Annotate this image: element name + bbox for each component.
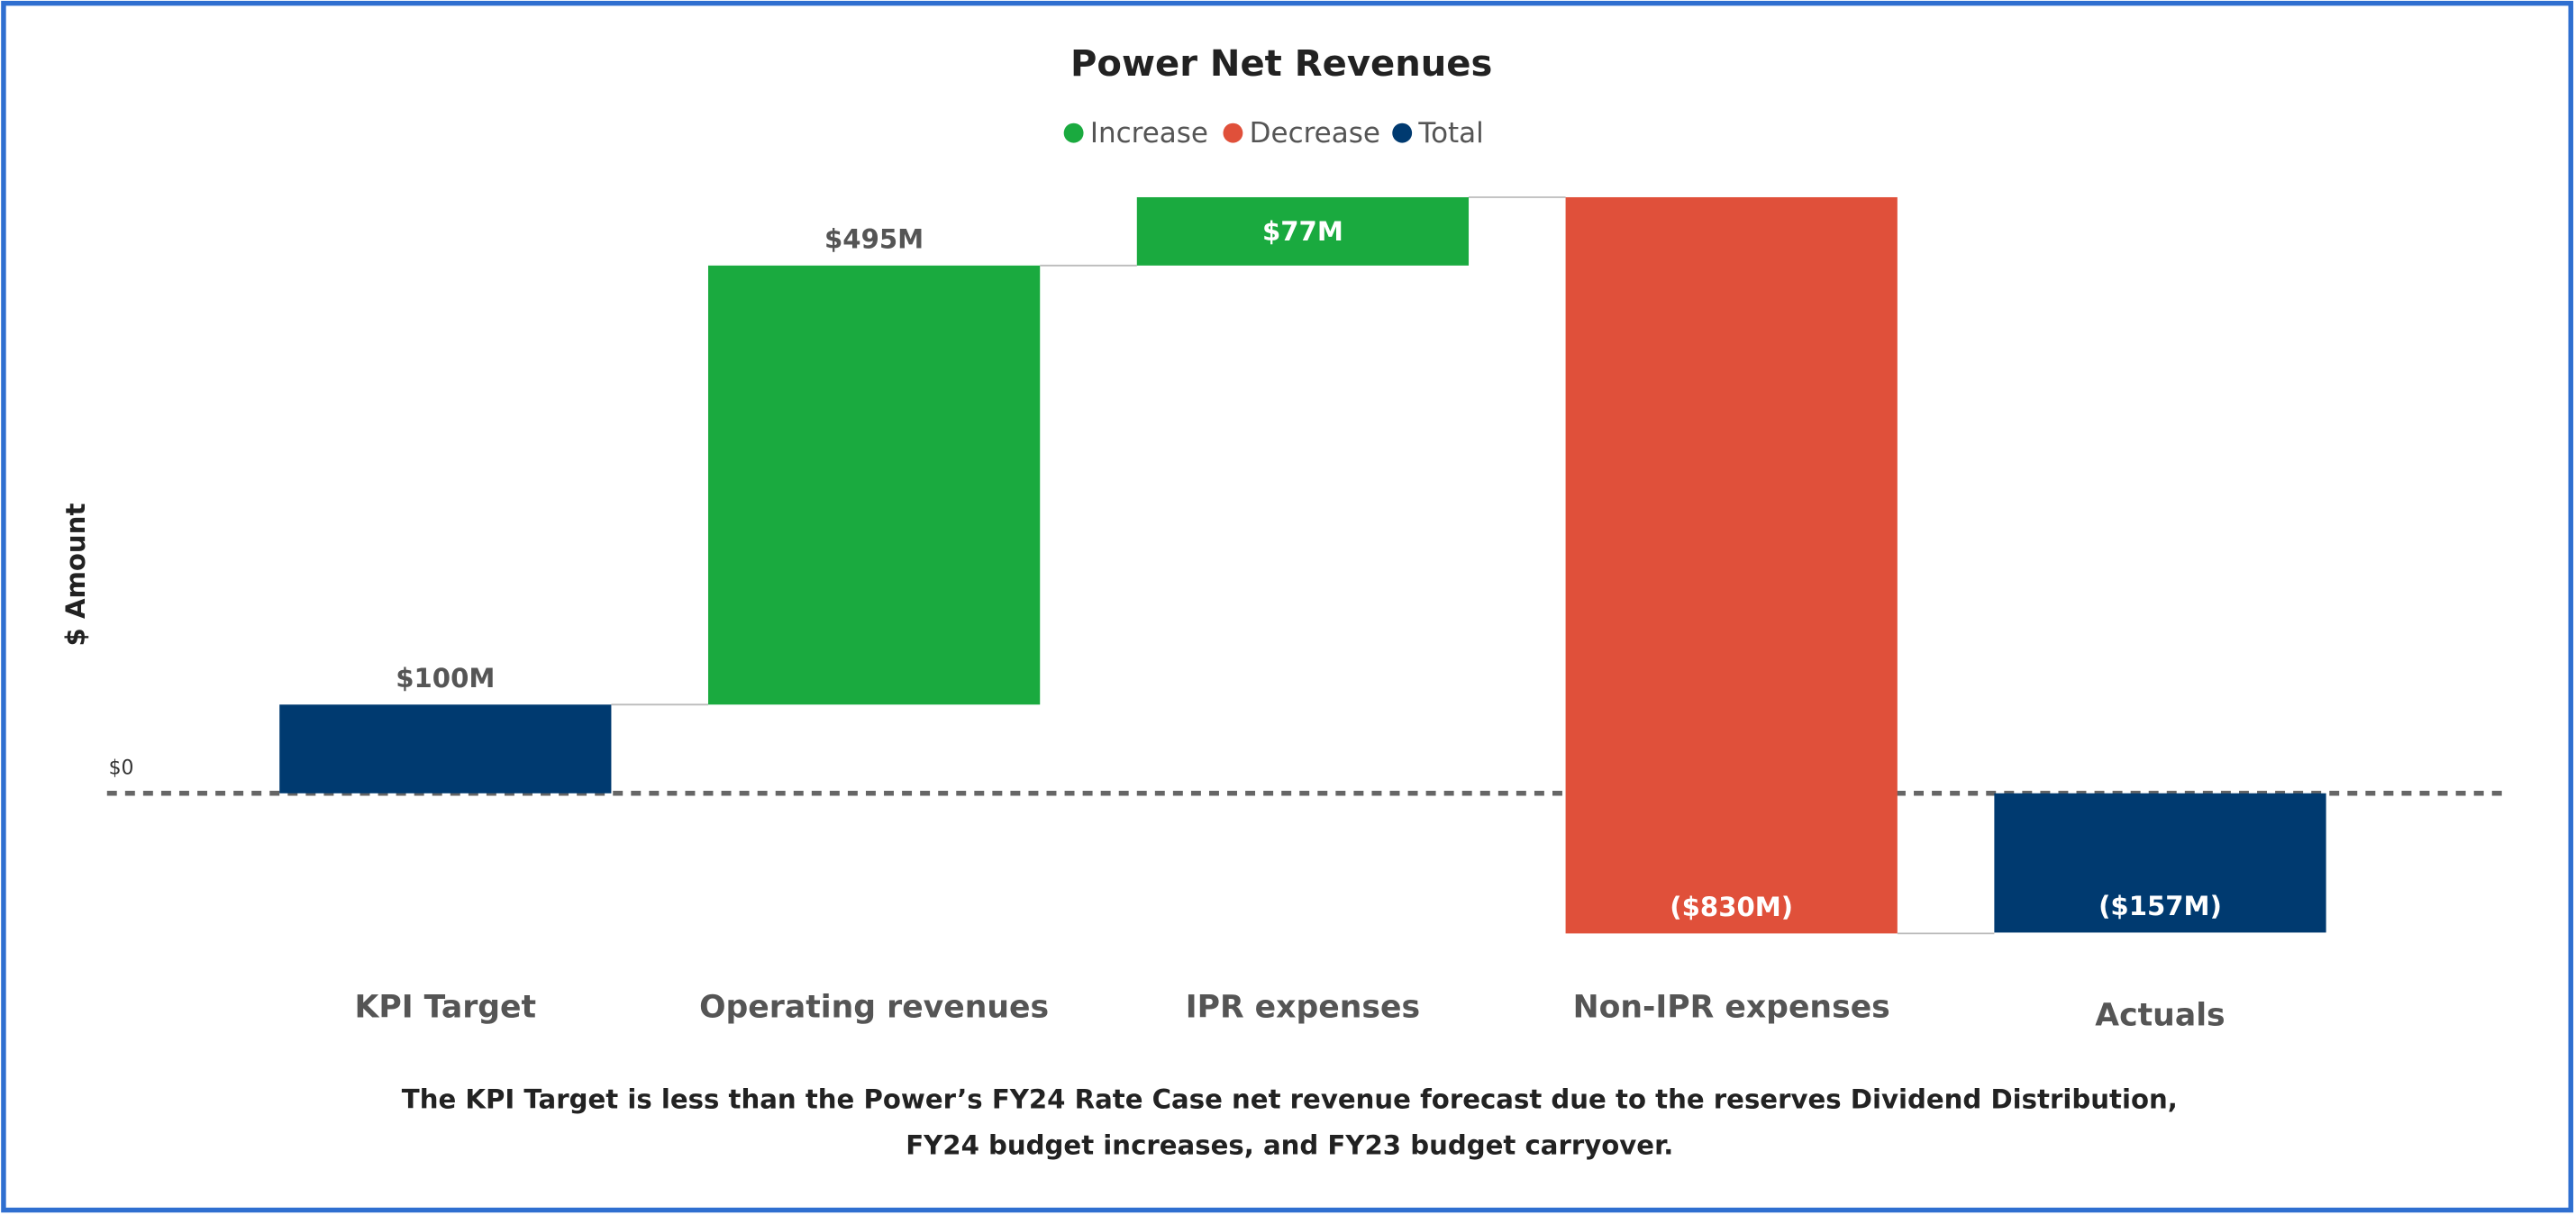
bar [1565,196,1898,934]
bar [1136,196,1470,266]
value-label: ($157M) [2098,891,2222,921]
x-tick-label: IPR expenses [1186,989,1420,1025]
legend-label: Decrease [1250,117,1380,150]
footnote: The KPI Target is less than the Power’s … [401,1084,2178,1161]
note-box: The KPI Target is less than the Power’s … [401,1084,2178,1161]
legend-label: Total [1417,117,1483,150]
value-label: ($830M) [1670,892,1793,922]
bar [279,704,612,793]
value-label: $77M [1262,216,1343,247]
bar [707,265,1041,705]
legend-swatch [1063,122,1084,143]
x-tick-label: Non-IPR expenses [1573,989,1890,1025]
y-tick-label: $0 [109,757,134,779]
legend-swatch [1392,122,1413,143]
value-label: $495M [824,223,924,254]
value-label: $100M [396,663,495,694]
legend-label: Increase [1090,117,1208,150]
legend-swatch [1223,122,1243,143]
y-axis-label: $ Amount [60,503,91,647]
x-tick-label: Actuals [2095,997,2225,1033]
chart-title: Power Net Revenues [1070,43,1492,85]
x-tick-label: KPI Target [355,989,537,1025]
x-tick-label: Operating revenues [699,989,1049,1025]
bar [1994,793,2326,933]
